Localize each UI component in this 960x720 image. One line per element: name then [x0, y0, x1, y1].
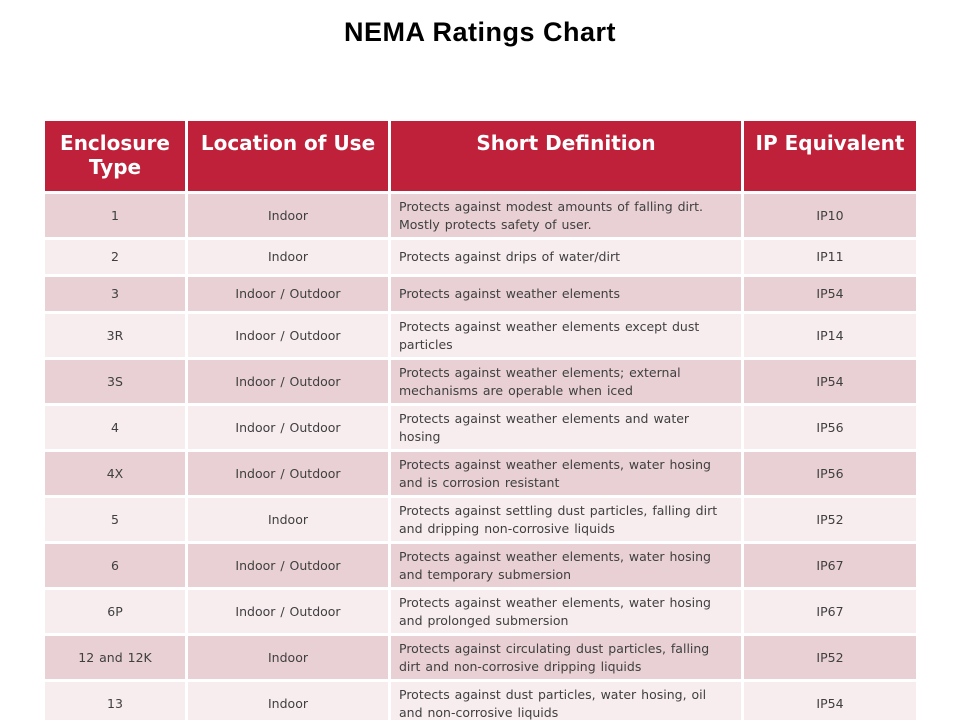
- enclosure-type-cell: 13: [42, 679, 188, 720]
- short-definition-cell: Protects against dust particles, water h…: [388, 679, 744, 720]
- enclosure-type-cell: 6P: [42, 587, 188, 636]
- short-definition-cell: Protects against circulating dust partic…: [388, 633, 744, 682]
- location-of-use-cell: Indoor / Outdoor: [185, 357, 391, 406]
- short-definition-cell: Protects against weather elements: [388, 274, 744, 314]
- ip-equivalent-cell: IP56: [741, 403, 919, 452]
- header-location-of-use: Location of Use: [185, 118, 391, 194]
- enclosure-type-cell: 3R: [42, 311, 188, 360]
- location-of-use-cell: Indoor / Outdoor: [185, 541, 391, 590]
- ip-equivalent-cell: IP10: [741, 191, 919, 240]
- table-row: 3S Indoor / Outdoor Protects against weath…: [42, 357, 919, 406]
- ip-equivalent-cell: IP54: [741, 274, 919, 314]
- enclosure-type-cell: 3S: [42, 357, 188, 406]
- ip-equivalent-cell: IP56: [741, 449, 919, 498]
- enclosure-type-cell: 1: [42, 191, 188, 240]
- table-row: 1 Indoor Protects against modest amounts o…: [42, 191, 919, 240]
- location-of-use-cell: Indoor: [185, 679, 391, 720]
- ip-equivalent-cell: IP54: [741, 679, 919, 720]
- header-short-definition: Short Definition: [388, 118, 744, 194]
- location-of-use-cell: Indoor: [185, 191, 391, 240]
- location-of-use-cell: Indoor / Outdoor: [185, 311, 391, 360]
- table-row: 5 Indoor Protects against settling dust pa…: [42, 495, 919, 544]
- enclosure-type-cell: 6: [42, 541, 188, 590]
- enclosure-type-cell: 12 and 12K: [42, 633, 188, 682]
- table-row: 4 Indoor / Outdoor Protects against weathe…: [42, 403, 919, 452]
- enclosure-type-cell: 4: [42, 403, 188, 452]
- short-definition-cell: Protects against drips of water/dirt: [388, 237, 744, 277]
- location-of-use-cell: Indoor: [185, 237, 391, 277]
- table-row: 6 Indoor / Outdoor Protects against weathe…: [42, 541, 919, 590]
- location-of-use-cell: Indoor / Outdoor: [185, 587, 391, 636]
- ip-equivalent-cell: IP54: [741, 357, 919, 406]
- short-definition-cell: Protects against settling dust particles…: [388, 495, 744, 544]
- short-definition-cell: Protects against weather elements, water…: [388, 541, 744, 590]
- ip-equivalent-cell: IP52: [741, 633, 919, 682]
- ip-equivalent-cell: IP11: [741, 237, 919, 277]
- ip-equivalent-cell: IP52: [741, 495, 919, 544]
- table-row: 3R Indoor / Outdoor Protects against weath…: [42, 311, 919, 360]
- table-body: 1 Indoor Protects against modest amounts o…: [42, 191, 919, 720]
- header-enclosure-type: Enclosure Type: [42, 118, 188, 194]
- table-row: 6P Indoor / Outdoor Protects against weath…: [42, 587, 919, 636]
- short-definition-cell: Protects against weather elements except…: [388, 311, 744, 360]
- location-of-use-cell: Indoor: [185, 633, 391, 682]
- short-definition-cell: Protects against weather elements, water…: [388, 449, 744, 498]
- short-definition-cell: Protects against modest amounts of falli…: [388, 191, 744, 240]
- table-row: 4X Indoor / Outdoor Protects against weath…: [42, 449, 919, 498]
- table-row: 13 Indoor Protects against dust particles,…: [42, 679, 919, 720]
- enclosure-type-cell: 2: [42, 237, 188, 277]
- page-title: NEMA Ratings Chart: [343, 17, 616, 47]
- short-definition-cell: Protects against weather elements and wa…: [388, 403, 744, 452]
- enclosure-type-cell: 5: [42, 495, 188, 544]
- table-row: 12 and 12K Indoor Protects against circula…: [42, 633, 919, 682]
- location-of-use-cell: Indoor / Outdoor: [185, 449, 391, 498]
- ip-equivalent-cell: IP67: [741, 587, 919, 636]
- header-row: Enclosure Type Location of Use Short Def…: [42, 118, 919, 194]
- header-ip-equivalent: IP Equivalent: [741, 118, 919, 194]
- short-definition-cell: Protects against weather elements; exter…: [388, 357, 744, 406]
- ip-equivalent-cell: IP67: [741, 541, 919, 590]
- enclosure-type-cell: 3: [42, 274, 188, 314]
- location-of-use-cell: Indoor: [185, 495, 391, 544]
- nema-ratings-table: Enclosure Type Location of Use Short Def…: [42, 118, 919, 720]
- enclosure-type-cell: 4X: [42, 449, 188, 498]
- table-row: 3 Indoor / Outdoor Protects against weathe…: [42, 274, 919, 314]
- location-of-use-cell: Indoor / Outdoor: [185, 274, 391, 314]
- ip-equivalent-cell: IP14: [741, 311, 919, 360]
- short-definition-cell: Protects against weather elements, water…: [388, 587, 744, 636]
- location-of-use-cell: Indoor / Outdoor: [185, 403, 391, 452]
- table-row: 2 Indoor Protects against drips of water/d…: [42, 237, 919, 277]
